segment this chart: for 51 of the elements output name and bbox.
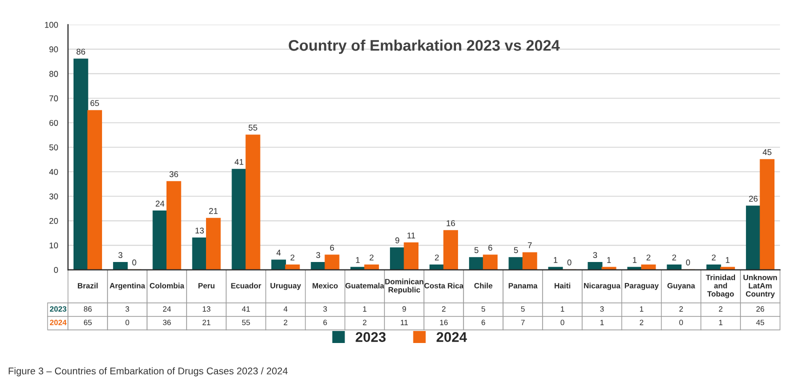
text: 4 <box>276 250 281 256</box>
text: 16 <box>446 220 455 226</box>
text: 41 <box>234 159 244 165</box>
text: 55 <box>248 124 258 131</box>
text: 86 <box>76 48 86 55</box>
text: 6 <box>488 244 492 251</box>
caption: Figure 3 – Countries of Embarkation of Drugs Cases 2023 / 2024 <box>8 367 288 376</box>
text: 6 <box>330 244 334 251</box>
text: 0 <box>567 259 572 266</box>
legend-label: 2023 <box>356 332 386 342</box>
y-tick-label: 90 <box>49 46 58 52</box>
text: 1 <box>356 257 360 263</box>
text: 36 <box>169 171 178 178</box>
y-tick-label: 100 <box>45 22 58 28</box>
text: 24 <box>156 200 164 206</box>
text: 65 <box>90 100 99 106</box>
text: 1 <box>726 257 730 263</box>
text: 0 <box>686 259 690 266</box>
y-tick-label: 30 <box>49 193 58 200</box>
y-tick-label: 0 <box>54 267 58 273</box>
y-tick-label: 70 <box>49 95 58 102</box>
text: 3 <box>316 252 320 258</box>
text: 3 <box>593 252 598 258</box>
text: 26 <box>749 196 758 202</box>
text: 5 <box>514 247 518 254</box>
y-tick-label: 10 <box>50 242 58 248</box>
text: 9 <box>395 237 400 244</box>
text: 2 <box>646 254 650 260</box>
text: 1 <box>632 257 637 263</box>
text: 21 <box>209 208 218 214</box>
text: 2 <box>370 254 374 260</box>
text: 5 <box>474 247 478 254</box>
text: 2 <box>712 254 716 260</box>
text: 7 <box>528 242 532 248</box>
text: 0 <box>132 259 136 266</box>
text: 2 <box>434 254 439 260</box>
text: 13 <box>196 228 204 234</box>
y-tick-label: 40 <box>49 168 58 175</box>
text: 11 <box>407 232 416 238</box>
y-tick-label: 20 <box>49 218 58 224</box>
text: 2 <box>672 254 676 260</box>
text: 2 <box>290 254 294 260</box>
legend-label: 2024 <box>436 332 467 342</box>
text: 1 <box>607 257 611 263</box>
text: Country of Embarkation 2023 vs 2024 <box>288 40 560 54</box>
text: 1 <box>554 257 558 263</box>
y-tick-label: 50 <box>49 144 58 150</box>
text: 3 <box>118 252 122 258</box>
y-tick-label: 80 <box>49 70 58 77</box>
y-tick-label: 60 <box>49 120 58 126</box>
text: 45 <box>762 149 772 156</box>
